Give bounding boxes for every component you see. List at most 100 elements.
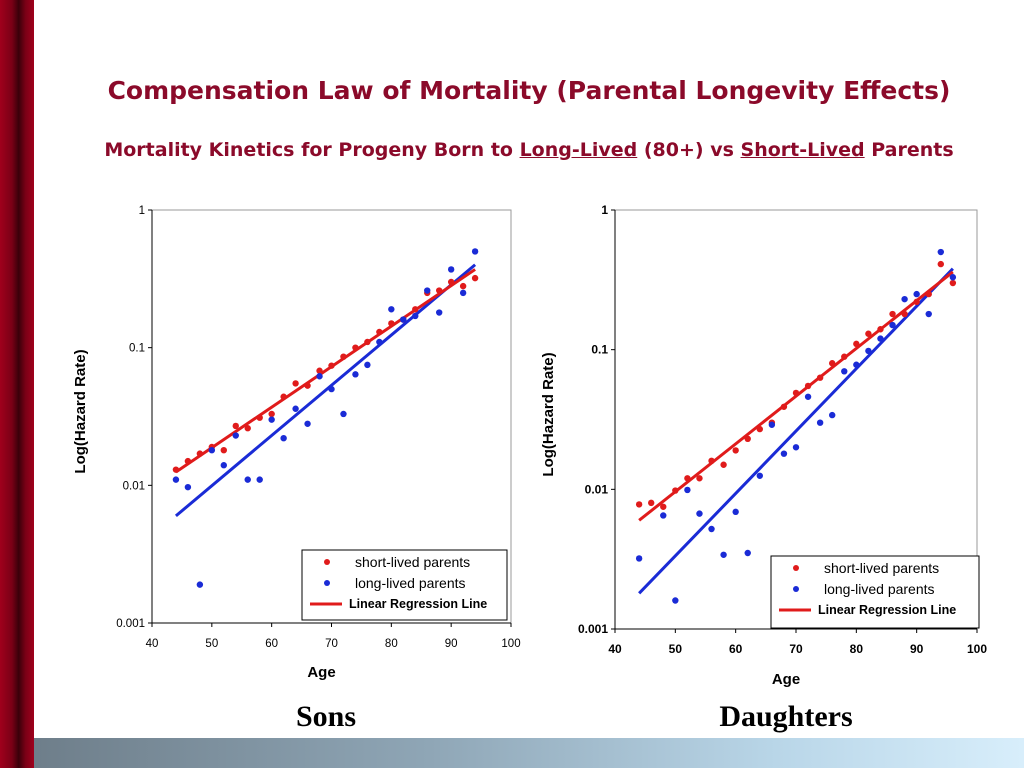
- data-point: [376, 338, 383, 346]
- data-point: [340, 410, 347, 418]
- data-point: [447, 266, 455, 273]
- data-point: [268, 416, 275, 423]
- x-tick-label: 90: [910, 642, 924, 656]
- data-point: [925, 310, 932, 318]
- regression-line: [638, 270, 954, 522]
- subtitle-short-lived: Short-Lived: [740, 139, 865, 161]
- data-point: [829, 360, 836, 367]
- y-axis-label: Log(Hazard Rate): [72, 349, 89, 473]
- data-point: [471, 248, 479, 255]
- x-tick-label: 40: [146, 638, 159, 650]
- slide-title: Compensation Law of Mortality (Parental …: [107, 76, 951, 105]
- data-point: [412, 312, 419, 320]
- data-point: [220, 446, 227, 454]
- data-point: [412, 306, 419, 313]
- data-point: [889, 310, 896, 318]
- data-point: [829, 411, 836, 419]
- data-point: [232, 432, 239, 439]
- data-point: [172, 476, 180, 483]
- data-point: [732, 508, 739, 516]
- data-point: [696, 510, 703, 517]
- data-point: [949, 274, 957, 281]
- data-point: [376, 328, 383, 336]
- data-point: [913, 298, 920, 306]
- data-point: [447, 278, 455, 286]
- x-tick-label: 40: [608, 642, 622, 656]
- data-point: [388, 320, 395, 327]
- data-point: [949, 279, 957, 287]
- data-point: [865, 347, 872, 355]
- y-axis-label: Log(Hazard Rate): [540, 352, 557, 476]
- data-point: [877, 335, 884, 342]
- daughters-caption: Daughters: [719, 700, 853, 733]
- data-point: [316, 373, 323, 380]
- data-point: [304, 382, 311, 389]
- legend-label-long-lived: long-lived parents: [355, 575, 466, 591]
- data-point: [937, 248, 944, 256]
- x-tick-label: 80: [850, 642, 864, 656]
- regression-line: [175, 268, 476, 474]
- side-accent-bar: [0, 0, 34, 768]
- data-point: [244, 425, 251, 432]
- legend-label-regression: Linear Regression Line: [818, 603, 956, 617]
- regression-line: [174, 263, 477, 518]
- data-point: [744, 435, 751, 443]
- data-point: [328, 385, 335, 393]
- legend-marker-long-lived: [793, 586, 799, 592]
- data-point: [471, 274, 479, 282]
- x-axis-label: Age: [307, 664, 335, 681]
- data-point: [901, 295, 908, 303]
- data-point: [708, 525, 715, 533]
- data-point: [292, 380, 299, 387]
- data-point: [256, 476, 263, 483]
- data-point: [635, 555, 643, 562]
- data-point: [459, 289, 467, 297]
- data-point: [732, 447, 739, 454]
- data-point: [364, 338, 371, 346]
- sons-caption: Sons: [295, 700, 357, 733]
- data-point: [804, 393, 812, 400]
- y-tick-label: 1: [601, 203, 608, 217]
- data-point: [292, 405, 299, 412]
- data-point: [244, 476, 251, 483]
- data-point: [304, 420, 311, 427]
- data-point: [937, 260, 944, 268]
- data-point: [660, 512, 667, 519]
- data-point: [184, 457, 192, 465]
- y-tick-label: 1: [139, 205, 145, 217]
- data-point: [853, 340, 860, 348]
- subtitle-middle: (80+) vs: [637, 139, 741, 161]
- x-tick-label: 50: [669, 642, 683, 656]
- legend-label-short-lived: short-lived parents: [355, 554, 470, 570]
- x-tick-label: 70: [789, 642, 803, 656]
- y-tick-label: 0.1: [129, 343, 145, 355]
- data-point: [672, 487, 679, 494]
- data-point: [804, 382, 812, 390]
- data-point: [780, 450, 788, 457]
- legend-marker-long-lived: [324, 580, 330, 586]
- y-tick-label: 0.001: [116, 618, 145, 630]
- slide-subtitle: Mortality Kinetics for Progeny Born to L…: [34, 139, 1024, 161]
- data-point: [865, 330, 872, 337]
- x-tick-label: 50: [205, 638, 218, 650]
- data-point: [256, 414, 263, 421]
- x-axis-label: Age: [772, 671, 800, 688]
- data-point: [184, 483, 192, 491]
- subtitle-long-lived: Long-Lived: [519, 139, 638, 161]
- data-point: [648, 499, 655, 507]
- data-point: [388, 306, 395, 313]
- legend-label-regression: Linear Regression Line: [349, 597, 487, 611]
- data-point: [436, 287, 443, 294]
- data-point: [220, 462, 227, 469]
- data-point: [208, 446, 216, 454]
- data-point: [708, 457, 715, 465]
- subtitle-suffix: Parents: [864, 139, 954, 161]
- data-point: [684, 486, 691, 494]
- legend-box: [301, 549, 508, 621]
- data-point: [913, 290, 920, 298]
- data-point: [196, 581, 204, 588]
- regression-line: [638, 267, 954, 595]
- data-point: [340, 353, 347, 360]
- data-point: [744, 549, 751, 557]
